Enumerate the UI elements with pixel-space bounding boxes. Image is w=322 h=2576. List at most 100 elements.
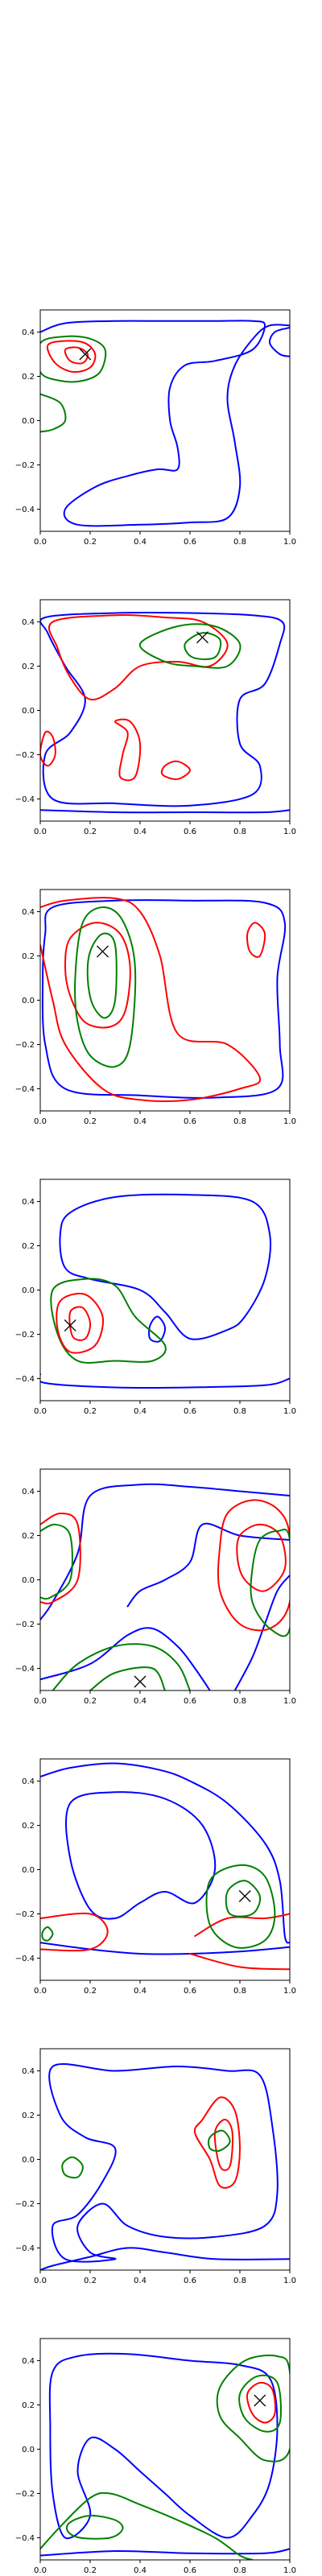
x-tick-label: 0.6 — [184, 1407, 196, 1416]
contour-line-blue-3 — [40, 1627, 211, 1690]
contour-line-blue-1 — [48, 2063, 279, 2263]
x-tick-label: 0.4 — [134, 2566, 147, 2575]
y-tick-label: −0.2 — [15, 1331, 35, 1340]
contour-line-green-5 — [65, 2514, 124, 2540]
contour-line-blue-2 — [40, 1373, 290, 1389]
y-tick-label: 0.0 — [22, 417, 35, 426]
contour-line-green-8 — [40, 1523, 73, 1600]
axes-frame — [39, 889, 291, 1112]
contour-panel-7: 0.0 0.2 0.4 0.6 0.8 1.0 0.4 0.2 0.0 −0.2 −0.4 — [15, 2048, 296, 2285]
x-marker-stroke — [64, 1319, 76, 1331]
x-tick-label: 0.4 — [134, 538, 147, 547]
y-tick-label: −0.2 — [15, 1620, 35, 1629]
y-tick-label: −0.4 — [15, 1955, 35, 1963]
x-tick-label: 1.0 — [283, 828, 296, 836]
contour-line-red-3 — [193, 2096, 241, 2189]
y-tick-label: −0.2 — [15, 461, 35, 470]
plot-area — [40, 1762, 290, 1971]
x-marker-stroke — [79, 348, 92, 361]
x-tick-label: 0.2 — [84, 1117, 97, 1126]
x-tick-label: 0.0 — [34, 2566, 47, 2575]
y-tick-label: 0.2 — [22, 373, 35, 382]
y-tick-label: 0.4 — [22, 908, 35, 917]
x-tick-label: 0.6 — [184, 1987, 196, 1996]
contour-line-red-4 — [246, 922, 266, 958]
y-tick-label: −0.2 — [15, 1041, 35, 1050]
contour-line-red-5 — [40, 1513, 81, 1605]
contour-line-blue-1 — [41, 899, 287, 1099]
x-marker-stroke — [134, 1675, 147, 1688]
contour-line-red-3 — [47, 614, 229, 701]
y-tick-label: 0.2 — [22, 2112, 35, 2120]
y-tick-label: 0.4 — [22, 2067, 35, 2076]
y-tick-label: 0.0 — [22, 1286, 35, 1295]
contour-line-blue-1 — [40, 1762, 290, 1944]
x-tick-label: 1.0 — [283, 2277, 296, 2285]
contour-line-red-7 — [236, 1523, 287, 1592]
contour-line-green-9 — [41, 1926, 54, 1942]
x-tick-label: 0.4 — [134, 1987, 147, 1996]
plot-area — [40, 2352, 290, 2560]
contour-line-green-9 — [250, 1528, 290, 1637]
x-tick-label: 0.4 — [134, 2277, 147, 2285]
plot-area — [40, 1483, 290, 1690]
x-tick-label: 1.0 — [283, 2566, 296, 2575]
x-marker — [254, 2394, 266, 2407]
plot-area — [40, 1193, 290, 1389]
contour-line-blue-4 — [233, 1575, 290, 1690]
y-tick-label: 0.4 — [22, 1777, 35, 1786]
y-tick-label: 0.2 — [22, 1242, 35, 1251]
x-marker — [134, 1675, 147, 1688]
contour-line-green-6 — [40, 2491, 254, 2560]
plot-area — [40, 897, 287, 1102]
x-tick-label: 0.0 — [34, 1697, 47, 1706]
x-tick-label: 0.6 — [184, 2566, 196, 2575]
contour-line-red-3 — [40, 897, 262, 1102]
axes-frame — [39, 2338, 291, 2561]
axes-frame — [39, 1179, 291, 1402]
contour-line-green-6 — [208, 2129, 231, 2153]
x-tick-label: 0.0 — [34, 1407, 47, 1416]
y-tick-label: −0.2 — [15, 2200, 35, 2209]
contour-line-green-7 — [205, 1864, 276, 1949]
y-tick-label: −0.4 — [15, 2534, 35, 2543]
y-tick-label: −0.4 — [15, 1085, 35, 1094]
contour-line-blue-1 — [40, 611, 286, 807]
y-tick-label: −0.2 — [15, 2490, 35, 2499]
y-tick-label: 0.0 — [22, 707, 35, 716]
x-marker — [79, 348, 92, 361]
contour-line-green-5 — [61, 2156, 84, 2179]
y-tick-label: 0.2 — [22, 663, 35, 671]
contour-panel-1: 0.0 0.2 0.4 0.6 0.8 1.0 0.4 0.2 0.0 −0.2 −0.4 — [15, 309, 296, 547]
contour-line-red-5 — [194, 1913, 290, 1937]
contour-line-blue-2 — [269, 327, 290, 357]
contour-line-green-11 — [89, 1666, 166, 1690]
y-tick-label: 0.0 — [22, 1866, 35, 1875]
contour-line-red-6 — [217, 1499, 290, 1632]
contour-line-red-5 — [46, 340, 97, 374]
y-tick-label: −0.4 — [15, 506, 35, 514]
y-tick-label: 0.2 — [22, 2401, 35, 2410]
contour-line-blue-2 — [40, 809, 290, 814]
x-tick-label: 0.4 — [134, 828, 147, 836]
contour-line-red-6 — [64, 346, 89, 365]
y-tick-label: −0.2 — [15, 751, 35, 760]
x-tick-label: 0.6 — [184, 828, 196, 836]
contour-line-green-3 — [216, 2354, 290, 2462]
y-tick-label: −0.4 — [15, 1665, 35, 1674]
x-tick-label: 1.0 — [283, 1117, 296, 1126]
contour-panel-6: 0.0 0.2 0.4 0.6 0.8 1.0 0.4 0.2 0.0 −0.2 −0.4 — [15, 1758, 296, 1996]
contour-line-green-8 — [184, 632, 222, 660]
x-tick-label: 0.2 — [84, 1987, 97, 1996]
x-marker — [64, 1319, 76, 1331]
contour-line-green-8 — [225, 1880, 262, 1918]
y-tick-label: 0.0 — [22, 2156, 35, 2165]
contour-line-red-4 — [114, 718, 142, 782]
contour-line-green-3 — [40, 335, 107, 383]
y-tick-label: 0.0 — [22, 2446, 35, 2454]
contour-panel-3: 0.0 0.2 0.4 0.6 0.8 1.0 0.4 0.2 0.0 −0.2 −0.4 — [15, 889, 296, 1126]
contour-line-blue-2 — [40, 2247, 290, 2270]
x-tick-label: 0.2 — [84, 2566, 97, 2575]
contour-line-blue-2 — [126, 1522, 290, 1608]
